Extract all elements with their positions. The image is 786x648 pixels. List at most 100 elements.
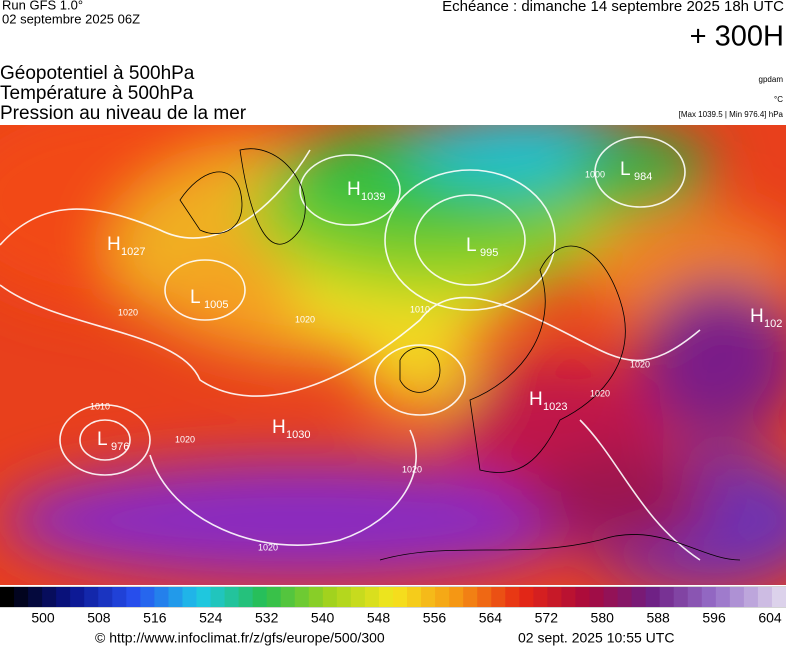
isobar-label: 1010 xyxy=(90,401,110,411)
colorbar-swatch xyxy=(743,587,759,607)
colorbar-swatch xyxy=(687,587,703,607)
colorbar-tick-label: 524 xyxy=(199,610,223,626)
colorbar-swatch xyxy=(196,587,212,607)
colorbar-swatch xyxy=(294,587,310,607)
colorbar-swatch xyxy=(182,587,197,607)
colorbar-swatch xyxy=(14,587,29,607)
colorbar-swatch xyxy=(224,587,240,607)
colorbar-swatch xyxy=(364,587,380,607)
colorbar-swatch xyxy=(42,587,57,607)
center-value: 984 xyxy=(634,171,652,183)
colorbar-swatch xyxy=(463,587,478,607)
isobar-label: 1020 xyxy=(175,434,195,444)
map-field xyxy=(0,125,786,585)
colorbar-swatch xyxy=(519,587,534,607)
center-value: 1027 xyxy=(121,246,145,258)
colorbar-swatch xyxy=(575,587,590,607)
colorbar-tick-label: 572 xyxy=(535,610,559,626)
colorbar-tick-label: 500 xyxy=(31,610,55,626)
colorbar-swatch xyxy=(729,587,745,607)
colorbar-swatch xyxy=(252,587,268,607)
lead-time: + 300H xyxy=(690,21,784,53)
title-line: Géopotentiel à 500hPa xyxy=(0,63,195,84)
echeance: Echéance : dimanche 14 septembre 2025 18… xyxy=(442,0,784,15)
isobar-label: 1020 xyxy=(402,464,422,474)
footer-url: © http://www.infoclimat.fr/z/gfs/europe/… xyxy=(95,630,385,646)
colorbar-swatch xyxy=(84,587,99,607)
colorbar-swatch xyxy=(350,587,366,607)
run-label: Run GFS 1.0° xyxy=(2,0,83,12)
colorbar-swatch xyxy=(631,587,647,607)
colorbar-swatch xyxy=(477,587,492,607)
isobar-label: 1020 xyxy=(258,542,278,552)
colorbar-swatch xyxy=(645,587,661,607)
colorbar-swatch xyxy=(617,587,633,607)
isobar-label: 1000 xyxy=(585,169,605,179)
isobar-label: 1020 xyxy=(630,359,650,369)
colorbar-swatch xyxy=(308,587,324,607)
colorbar-swatch xyxy=(421,587,436,607)
unit: gpdam xyxy=(759,75,784,84)
colorbar-swatch xyxy=(378,587,394,607)
isobar-label: 1020 xyxy=(118,307,138,317)
colorbar-swatch xyxy=(140,587,155,607)
colorbar-tick-label: 580 xyxy=(591,610,615,626)
isobar-label: 1020 xyxy=(295,314,315,324)
colorbar-swatch xyxy=(266,587,282,607)
colorbar-tick-label: 564 xyxy=(479,610,503,626)
footer-stamp: 02 sept. 2025 10:55 UTC xyxy=(518,630,674,646)
colorbar-tick-label: 604 xyxy=(758,610,782,626)
center-value: 102 xyxy=(764,318,782,330)
isobar-label: 1020 xyxy=(590,388,610,398)
center-letter: L xyxy=(97,429,108,450)
colorbar-tick-label: 596 xyxy=(702,610,726,626)
colorbar-tick-label: 532 xyxy=(255,610,279,626)
center-value: 1005 xyxy=(204,299,228,311)
center-value: 1023 xyxy=(543,401,567,413)
run-date: 02 septembre 2025 06Z xyxy=(2,11,140,26)
colorbar-swatch xyxy=(393,587,408,607)
colorbar-swatch xyxy=(168,587,183,607)
colorbar-swatch xyxy=(98,587,113,607)
title-line: Température à 500hPa xyxy=(0,83,194,104)
colorbar-swatch xyxy=(715,587,731,607)
center-letter: H xyxy=(529,389,543,410)
colorbar-swatch xyxy=(0,587,15,607)
colorbar-swatch xyxy=(112,587,127,607)
isobar-label: 1010 xyxy=(410,304,430,314)
colorbar-swatch xyxy=(210,587,226,607)
center-letter: L xyxy=(620,159,631,180)
colorbar-swatch xyxy=(505,587,520,607)
colorbar-swatch xyxy=(435,587,450,607)
colorbar-tick-label: 548 xyxy=(367,610,391,626)
colorbar-swatch xyxy=(449,587,464,607)
center-letter: H xyxy=(347,179,361,200)
colorbar-tick-label: 588 xyxy=(646,610,670,626)
center-letter: L xyxy=(190,287,201,308)
colorbar-swatch xyxy=(407,587,422,607)
colorbar-tick-label: 516 xyxy=(143,610,167,626)
colorbar-swatch xyxy=(336,587,352,607)
colorbar-tick-label: 540 xyxy=(311,610,335,626)
unit: [Max 1039.5 | Min 976.4] hPa xyxy=(679,110,784,119)
center-value: 1030 xyxy=(286,429,310,441)
colorbar-swatch xyxy=(547,587,562,607)
colorbar-swatch xyxy=(533,587,548,607)
colorbar-swatch xyxy=(280,587,296,607)
unit: °C xyxy=(774,95,783,104)
colorbar-swatch xyxy=(589,587,605,607)
colorbar-swatch xyxy=(757,587,773,607)
center-letter: H xyxy=(750,306,764,327)
colorbar-swatch xyxy=(56,587,71,607)
colorbar-swatch xyxy=(126,587,141,607)
center-letter: H xyxy=(107,234,121,255)
colorbar-swatch xyxy=(561,587,576,607)
center-value: 976 xyxy=(111,441,129,453)
colorbar-swatch xyxy=(771,587,786,607)
colorbar-tick-label: 556 xyxy=(423,610,447,626)
title-line: Pression au niveau de la mer xyxy=(0,103,247,124)
colorbar-swatch xyxy=(70,587,85,607)
center-letter: H xyxy=(272,417,286,438)
center-value: 995 xyxy=(480,247,498,259)
colorbar-swatch xyxy=(238,587,254,607)
